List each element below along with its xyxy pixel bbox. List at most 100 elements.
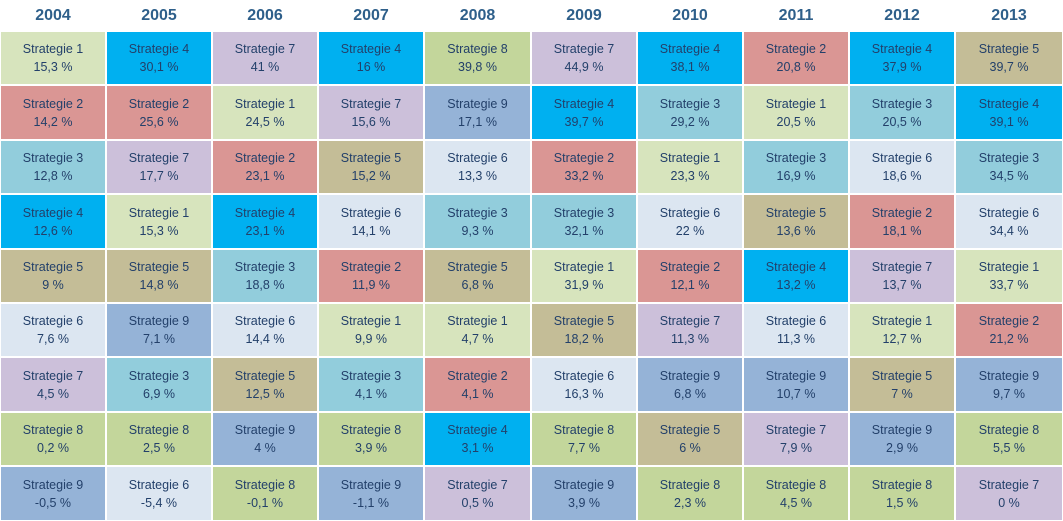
- cell-2005-rank-2: Strategie 2 25,6 %: [106, 85, 212, 140]
- strategy-name: Strategie 1: [659, 151, 721, 165]
- strategy-return: 39,7 %: [564, 114, 604, 129]
- strategy-name: Strategie 6: [447, 151, 508, 165]
- strategy-name: Strategie 5: [659, 423, 721, 437]
- cell-2010-rank-3: Strategie 1 23,3 %: [637, 140, 743, 194]
- cell-2010-rank-9: Strategie 8 2,3 %: [637, 466, 743, 521]
- strategy-name: Strategie 6: [234, 314, 296, 328]
- cell-2009-rank-1: Strategie 7 44,9 %: [531, 31, 637, 85]
- strategy-name: Strategie 8: [340, 423, 402, 437]
- strategy-name: Strategie 9: [22, 477, 84, 492]
- year-header-2013: 2013: [991, 7, 1027, 24]
- strategy-return: 4,5 %: [37, 386, 69, 401]
- strategy-return: 2,3 %: [674, 495, 706, 510]
- strategy-name: Strategie 1: [22, 42, 84, 56]
- strategy-return: 13,3 %: [458, 169, 497, 183]
- strategy-name: Strategie 6: [765, 314, 827, 328]
- strategy-return: 14,2 %: [33, 114, 73, 129]
- strategy-name: Strategie 5: [234, 368, 296, 383]
- strategy-name: Strategie 6: [128, 477, 190, 492]
- strategy-return: -5,4 %: [140, 495, 178, 510]
- strategy-name: Strategie 2: [871, 205, 933, 220]
- cell-2007-rank-4: Strategie 6 14,1 %: [318, 194, 424, 249]
- strategy-return: 1,5 %: [886, 495, 918, 510]
- strategy-return: 2,5 %: [143, 441, 175, 455]
- strategy-return: 14,4 %: [245, 332, 285, 346]
- cell-2013-rank-7: Strategie 9 9,7 %: [955, 357, 1063, 412]
- strategy-return: 6,8 %: [461, 278, 494, 292]
- cell-2007-rank-7: Strategie 3 4,1 %: [318, 357, 424, 412]
- cell-2012-rank-7: Strategie 5 7 %: [849, 357, 955, 412]
- cell-2008-rank-7: Strategie 2 4,1 %: [424, 357, 531, 412]
- strategy-name: Strategie 9: [553, 477, 615, 492]
- strategy-name: Strategie 4: [234, 205, 296, 220]
- strategy-return: 7,1 %: [143, 332, 175, 346]
- cell-2008-rank-8: Strategie 4 3,1 %: [424, 412, 531, 466]
- cell-2005-rank-6: Strategie 9 7,1 %: [106, 303, 212, 357]
- cell-2011-rank-4: Strategie 5 13,6 %: [743, 194, 849, 249]
- cell-2006-rank-4: Strategie 4 23,1 %: [212, 194, 318, 249]
- strategy-name: Strategie 2: [765, 42, 827, 56]
- cell-2007-rank-1: Strategie 4 16 %: [318, 31, 424, 85]
- strategy-name: Strategie 8: [765, 477, 827, 492]
- strategy-return: 11,9 %: [352, 278, 390, 292]
- cell-2009-rank-7: Strategie 6 16,3 %: [531, 357, 637, 412]
- strategy-return: 30,1 %: [139, 60, 179, 74]
- cell-2004-rank-4: Strategie 4 12,6 %: [0, 194, 106, 249]
- cell-2007-rank-9: Strategie 9 -1,1 %: [318, 466, 424, 521]
- strategy-name: Strategie 5: [128, 260, 190, 274]
- strategy-return: 3,1 %: [461, 441, 494, 455]
- strategy-name: Strategie 3: [128, 368, 190, 383]
- strategy-return: 12,5 %: [245, 386, 285, 401]
- strategy-return: 24,5 %: [245, 114, 285, 129]
- strategy-name: Strategie 3: [340, 368, 402, 383]
- strategy-name: Strategie 7: [553, 42, 615, 56]
- strategy-name: Strategie 5: [447, 260, 508, 274]
- strategy-name: Strategie 6: [22, 314, 84, 328]
- strategy-name: Strategie 9: [978, 368, 1040, 383]
- strategy-name: Strategie 2: [659, 260, 721, 274]
- strategy-return: 9,3 %: [461, 223, 494, 238]
- strategy-return: 34,5 %: [989, 169, 1029, 183]
- strategy-return: 16,3 %: [564, 386, 604, 401]
- strategy-name: Strategie 8: [871, 477, 933, 492]
- strategy-name: Strategie 2: [978, 314, 1040, 328]
- year-header-2006: 2006: [247, 7, 283, 24]
- strategy-name: Strategie 6: [659, 205, 721, 220]
- cell-2004-rank-7: Strategie 7 4,5 %: [0, 357, 106, 412]
- strategy-return: 39,8 %: [458, 60, 497, 74]
- cell-2009-rank-9: Strategie 9 3,9 %: [531, 466, 637, 521]
- cell-2004-rank-5: Strategie 5 9 %: [0, 249, 106, 303]
- cell-2011-rank-8: Strategie 7 7,9 %: [743, 412, 849, 466]
- cell-2013-rank-6: Strategie 2 21,2 %: [955, 303, 1063, 357]
- cell-2012-rank-8: Strategie 9 2,9 %: [849, 412, 955, 466]
- strategy-return: 0,5 %: [461, 495, 494, 510]
- cell-2008-rank-9: Strategie 7 0,5 %: [424, 466, 531, 521]
- strategy-return: 17,7 %: [139, 169, 179, 183]
- cell-2009-rank-2: Strategie 4 39,7 %: [531, 85, 637, 140]
- strategy-return: 5,5 %: [993, 441, 1025, 455]
- cell-2007-rank-8: Strategie 8 3,9 %: [318, 412, 424, 466]
- cell-2008-rank-4: Strategie 3 9,3 %: [424, 194, 531, 249]
- strategy-name: Strategie 4: [978, 96, 1040, 111]
- strategy-name: Strategie 3: [447, 205, 508, 220]
- cell-2005-rank-4: Strategie 1 15,3 %: [106, 194, 212, 249]
- strategy-name: Strategie 7: [659, 314, 721, 328]
- cell-2012-rank-6: Strategie 1 12,7 %: [849, 303, 955, 357]
- year-header-2004: 2004: [35, 7, 71, 24]
- strategy-return: 7 %: [891, 386, 913, 401]
- strategy-name: Strategie 3: [871, 96, 933, 111]
- strategy-return: -1,1 %: [352, 495, 390, 510]
- cell-2004-rank-2: Strategie 2 14,2 %: [0, 85, 106, 140]
- strategy-return: 4,5 %: [780, 495, 812, 510]
- strategy-return: 38,1 %: [670, 60, 710, 74]
- strategy-name: Strategie 5: [553, 314, 615, 328]
- cell-2012-rank-9: Strategie 8 1,5 %: [849, 466, 955, 521]
- strategy-name: Strategie 7: [447, 477, 508, 492]
- strategy-return: 4 %: [254, 441, 276, 455]
- strategy-name: Strategie 9: [447, 96, 508, 111]
- strategy-return: 12,8 %: [33, 169, 73, 183]
- cell-2010-rank-8: Strategie 5 6 %: [637, 412, 743, 466]
- year-header-2005: 2005: [141, 7, 177, 24]
- strategy-return: 17,1 %: [458, 114, 497, 129]
- strategy-name: Strategie 4: [659, 42, 721, 56]
